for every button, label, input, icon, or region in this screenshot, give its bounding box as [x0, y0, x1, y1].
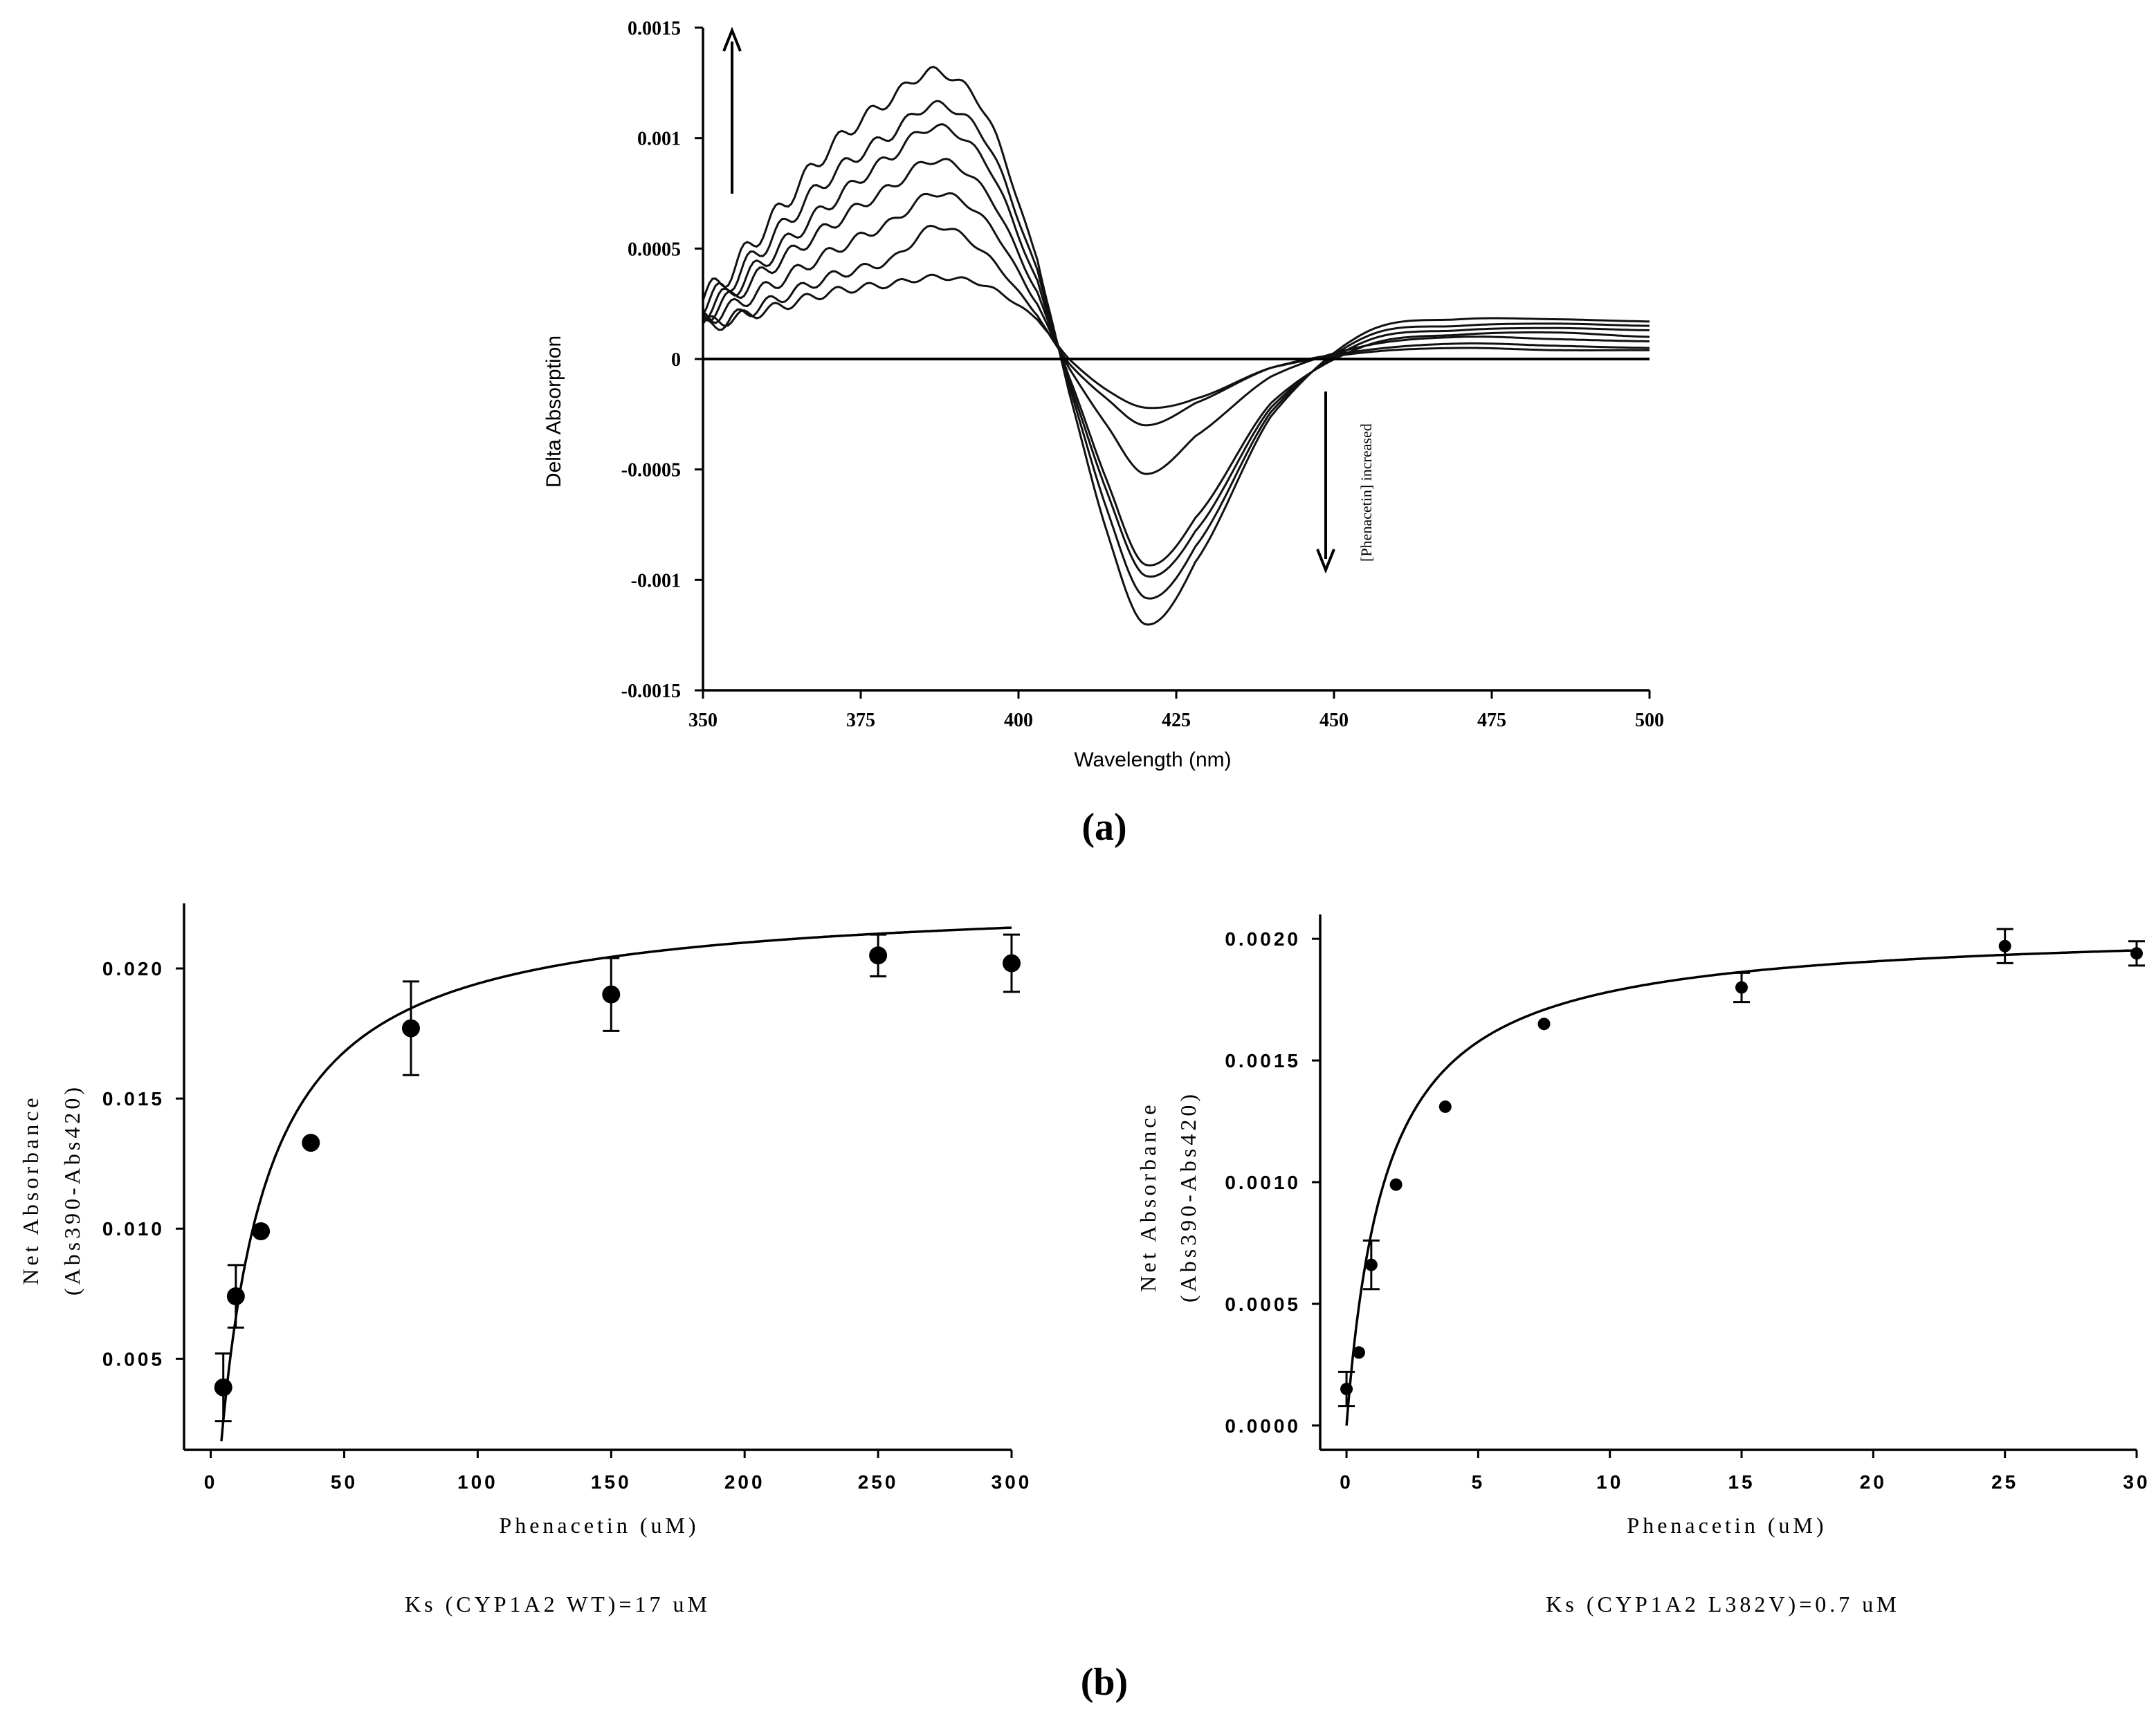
- binding-curve-l382v: 0.0000 0.0005 0.0010 0.0015 0.0020 0 5 10 15 20 25…: [1135, 914, 2150, 1617]
- x-tick-label: 10: [1596, 1471, 1623, 1493]
- data-point-3: [252, 1222, 271, 1240]
- panel-b-label: (b): [1081, 1661, 1128, 1704]
- data-point-4: [1389, 1178, 1403, 1191]
- data-points: [1338, 928, 2145, 1408]
- spectrum-line-5: [702, 123, 1650, 578]
- x-tick-label: 0: [204, 1471, 218, 1493]
- x-tick-label: 0: [1340, 1471, 1353, 1493]
- x-tick-label: 50: [331, 1471, 358, 1493]
- spectrum-chart: 0.0015 0.001 0.0005 0 -0.0005 -0.001 -0.0015 35…: [542, 18, 1664, 771]
- y-tick-label: 0: [671, 349, 681, 371]
- axis-ticks: 0.0000 0.0005 0.0010 0.0015 0.0020 0 5 10 15 20 25…: [1225, 928, 2150, 1493]
- data-point-8: [1003, 954, 1021, 973]
- data-point-7: [869, 946, 888, 965]
- x-tick-label: 5: [1472, 1471, 1486, 1493]
- y-axis-title-line2: (Abs390-Abs420): [60, 1084, 84, 1296]
- y-tick-label: 0.005: [102, 1348, 165, 1370]
- x-tick-label: 500: [1635, 710, 1664, 731]
- data-point-2: [226, 1287, 245, 1306]
- data-point-6: [1537, 1018, 1551, 1031]
- x-tick-label: 150: [591, 1471, 632, 1493]
- axis-ticks: 0.0015 0.001 0.0005 0 -0.0005 -0.001 -0.0015 35…: [621, 18, 1664, 731]
- spectrum-line-3: [702, 192, 1650, 475]
- x-tick-label: 200: [724, 1471, 765, 1493]
- x-tick-label: 100: [457, 1471, 498, 1493]
- y-tick-label: -0.001: [631, 570, 681, 591]
- spectrum-line-4: [702, 158, 1650, 567]
- y-tick-label: 0.0015: [1225, 1050, 1301, 1071]
- x-tick-label: 15: [1728, 1471, 1755, 1493]
- y-axis-title-line1: Net Absorbance: [1135, 1101, 1160, 1291]
- ks-caption-l382v: Ks (CYP1A2 L382V)=0.7 uM: [1546, 1592, 1899, 1617]
- ks-caption-wt: Ks (CYP1A2 WT)=17 uM: [405, 1592, 711, 1617]
- data-points: [214, 933, 1021, 1423]
- y-tick-label: 0.010: [102, 1218, 165, 1240]
- increase-arrow-up: [722, 26, 742, 194]
- x-tick-label: 400: [1004, 710, 1033, 731]
- spectrum-series-group: [702, 66, 1650, 626]
- data-point-1: [1340, 1383, 1353, 1396]
- y-tick-label: 0.001: [637, 129, 681, 150]
- binding-curve-wt: 0.005 0.010 0.015 0.020 0 50 100 150 200 250 300 N…: [18, 903, 1032, 1617]
- x-axis-title: Wavelength (nm): [1074, 748, 1231, 771]
- y-tick-label: 0.020: [102, 958, 165, 979]
- fit-curve-line: [1345, 949, 2137, 1426]
- spectrum-line-6: [702, 100, 1650, 600]
- fit-curve-line: [220, 926, 1012, 1442]
- fit-curve: [220, 926, 1012, 1442]
- y-tick-label: 0.0015: [628, 18, 681, 39]
- y-tick-label: 0.0005: [1225, 1294, 1301, 1315]
- y-tick-label: 0.0000: [1225, 1415, 1301, 1437]
- y-axis-title: Delta Absorption: [542, 335, 565, 488]
- spectrum-line-7: [702, 66, 1650, 626]
- x-tick-label: 300: [992, 1471, 1032, 1493]
- x-tick-label: 425: [1162, 710, 1191, 731]
- data-point-3: [1364, 1258, 1378, 1271]
- x-tick-label: 20: [1860, 1471, 1887, 1493]
- phenacetin-increased-annotation: [Phenacetin] increased: [1358, 423, 1375, 562]
- fit-curve: [1345, 949, 2137, 1426]
- x-tick-label: 30: [2123, 1471, 2150, 1493]
- y-tick-label: -0.0005: [621, 460, 681, 481]
- y-tick-label: 0.0005: [628, 239, 681, 260]
- data-point-9: [2130, 947, 2143, 960]
- axis-ticks: 0.005 0.010 0.015 0.020 0 50 100 150 200 250 300: [102, 958, 1032, 1493]
- data-point-6: [602, 985, 621, 1004]
- x-axis-title: Phenacetin (uM): [499, 1513, 699, 1538]
- data-point-1: [214, 1378, 232, 1397]
- y-tick-label: -0.0015: [621, 681, 681, 702]
- y-tick-label: 0.0010: [1225, 1172, 1301, 1193]
- y-axis-title-line1: Net Absorbance: [18, 1094, 43, 1285]
- spectrum-line-2: [702, 224, 1650, 427]
- x-tick-label: 375: [846, 710, 875, 731]
- data-point-8: [1998, 939, 2011, 952]
- y-tick-label: 0.0020: [1225, 928, 1301, 950]
- x-tick-label: 450: [1319, 710, 1349, 731]
- spectrum-line-1: [702, 273, 1650, 409]
- data-point-5: [1438, 1100, 1452, 1113]
- data-point-7: [1735, 981, 1748, 994]
- x-tick-label: 350: [688, 710, 718, 731]
- data-point-5: [401, 1019, 420, 1038]
- y-tick-label: 0.015: [102, 1088, 165, 1110]
- data-point-4: [302, 1134, 320, 1152]
- data-point-2: [1352, 1346, 1365, 1359]
- y-axis-title-line2: (Abs390-Abs420): [1176, 1091, 1200, 1303]
- increase-arrow-down: [1316, 392, 1335, 574]
- panel-a-label: (a): [1081, 806, 1126, 849]
- x-tick-label: 250: [858, 1471, 899, 1493]
- x-tick-label: 475: [1477, 710, 1506, 731]
- x-axis-title: Phenacetin (uM): [1627, 1513, 1827, 1538]
- x-tick-label: 25: [1991, 1471, 2018, 1493]
